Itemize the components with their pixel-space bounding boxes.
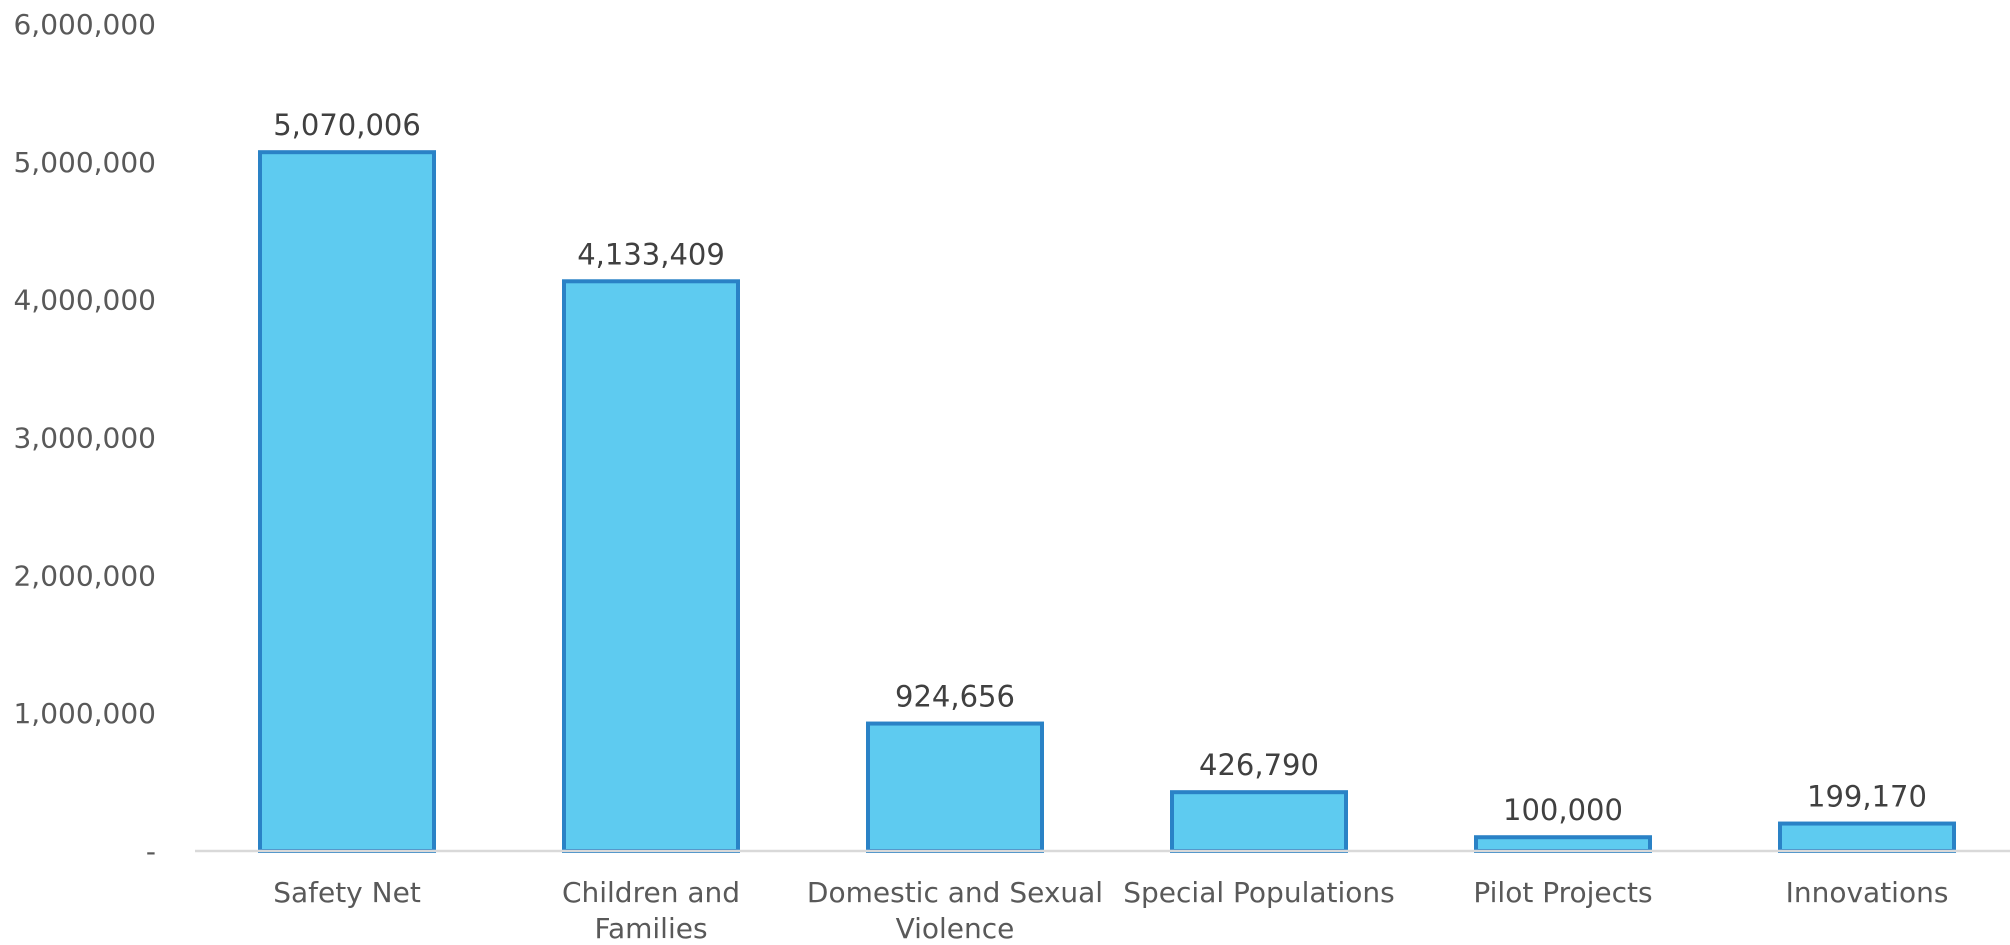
- x-tick-label-line: Special Populations: [1123, 876, 1394, 909]
- y-tick-label: 6,000,000: [13, 8, 156, 41]
- bar: [562, 279, 740, 854]
- bar: [866, 721, 1044, 853]
- y-tick-label: 1,000,000: [13, 697, 156, 730]
- x-tick-label: Safety Net: [273, 876, 421, 909]
- x-tick-label-line: Children and: [562, 876, 740, 909]
- bar: [1170, 790, 1348, 854]
- x-tick-label-line: Innovations: [1786, 876, 1949, 909]
- data-labels: 5,070,006 4,133,409 924,656 426,790 100,000 1…: [273, 108, 1927, 827]
- x-tick-label: Special Populations: [1123, 876, 1394, 909]
- data-label: 199,170: [1807, 780, 1927, 814]
- x-tick-label: Children and Families: [562, 876, 740, 945]
- x-axis: Safety Net Children and Families Domestic a…: [273, 876, 1948, 945]
- x-tick-label-line: Violence: [896, 912, 1015, 945]
- data-label: 100,000: [1503, 793, 1623, 827]
- x-tick-label-line: Domestic and Sexual: [807, 876, 1103, 909]
- x-tick-label-line: Pilot Projects: [1473, 876, 1652, 909]
- bar: [1474, 835, 1652, 854]
- x-tick-label-line: Families: [594, 912, 707, 945]
- x-tick-label-line: Safety Net: [273, 876, 421, 909]
- data-label: 4,133,409: [577, 237, 725, 271]
- y-tick-label: 2,000,000: [13, 559, 156, 592]
- data-label: 5,070,006: [273, 108, 421, 142]
- y-tick-label: 4,000,000: [13, 284, 156, 317]
- data-label: 924,656: [895, 680, 1015, 714]
- x-tick-label: Innovations: [1786, 876, 1949, 909]
- y-tick-label: 3,000,000: [13, 422, 156, 455]
- data-label: 426,790: [1199, 748, 1319, 782]
- bars: [258, 150, 1956, 854]
- x-tick-label: Pilot Projects: [1473, 876, 1652, 909]
- x-tick-label: Domestic and Sexual Violence: [807, 876, 1103, 945]
- y-axis: - 1,000,000 2,000,000 3,000,000 4,000,000 5,0…: [13, 8, 156, 868]
- bar: [258, 150, 436, 854]
- y-tick-label: -: [146, 835, 156, 868]
- bar: [1778, 821, 1956, 853]
- y-tick-label: 5,000,000: [13, 146, 156, 179]
